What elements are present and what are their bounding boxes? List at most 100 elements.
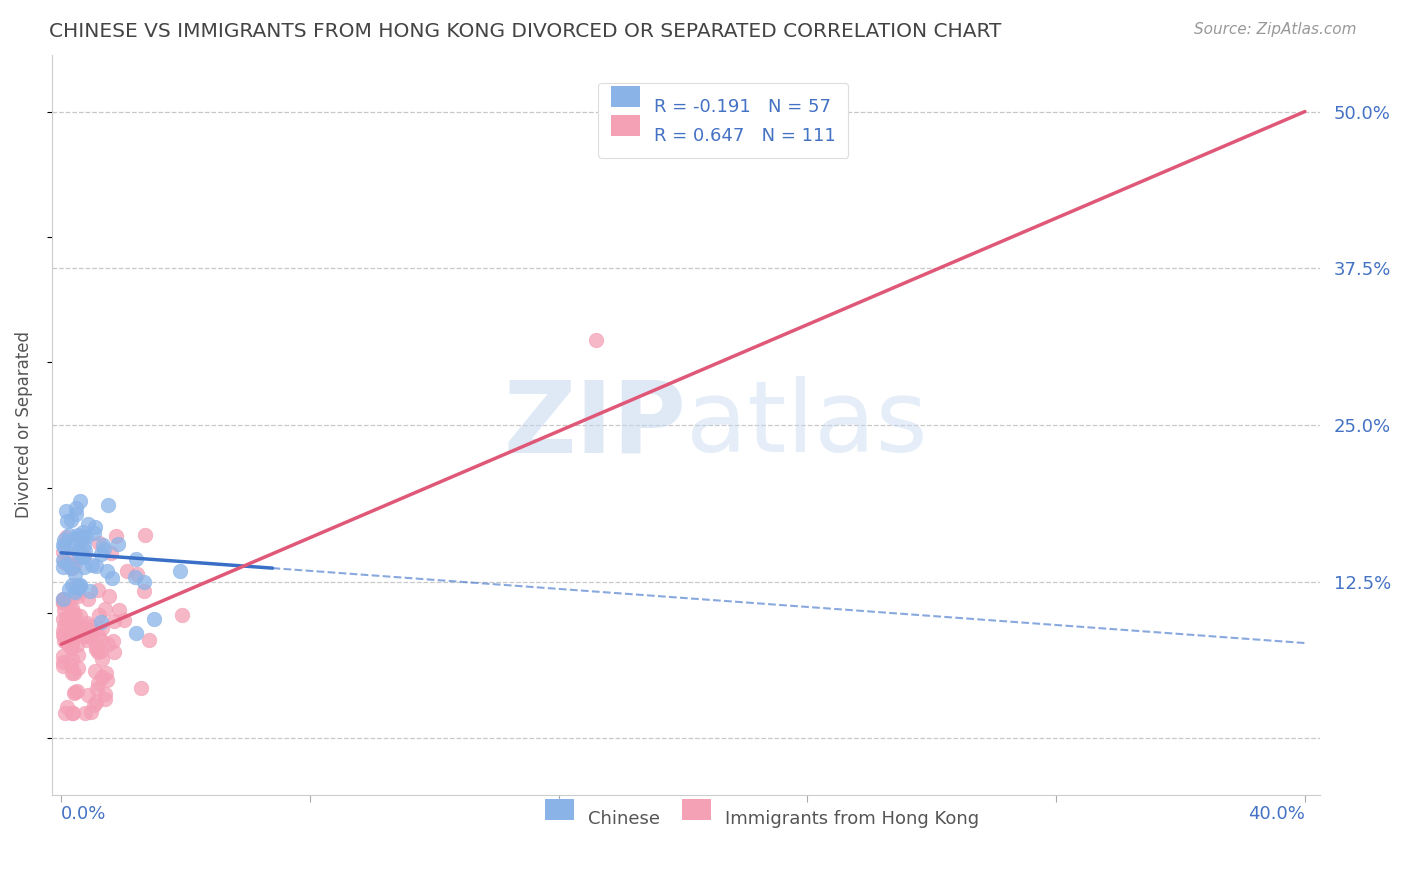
Point	[76, 615, 98, 630]
Point	[52, 592, 75, 607]
Point	[62, 601, 84, 615]
Point	[76, 516, 98, 531]
Point	[62, 607, 84, 622]
Point	[134, 575, 156, 590]
Point	[55, 628, 77, 642]
Point	[70, 550, 93, 565]
Text: ZIP: ZIP	[503, 376, 686, 474]
Point	[59, 640, 82, 655]
Point	[55, 504, 77, 518]
Point	[65, 567, 87, 582]
Point	[76, 688, 98, 702]
Point	[53, 603, 76, 617]
Point	[69, 577, 91, 591]
Point	[52, 595, 75, 609]
Point	[87, 535, 110, 549]
Point	[62, 558, 84, 573]
Point	[77, 592, 100, 607]
Point	[52, 544, 75, 558]
Point	[90, 632, 112, 647]
Point	[52, 596, 75, 610]
Point	[585, 333, 607, 347]
Point	[55, 594, 77, 608]
Point	[134, 583, 156, 598]
Point	[76, 623, 98, 637]
Point	[112, 613, 135, 627]
Legend: Chinese, Immigrants from Hong Kong: Chinese, Immigrants from Hong Kong	[537, 801, 987, 836]
Point	[79, 628, 101, 642]
Point	[62, 665, 84, 680]
Point	[91, 652, 114, 666]
Point	[94, 602, 117, 616]
Point	[76, 632, 98, 647]
Point	[65, 685, 87, 699]
Point	[60, 560, 83, 574]
Point	[66, 581, 89, 595]
Point	[52, 619, 75, 633]
Point	[58, 598, 80, 612]
Point	[65, 531, 87, 545]
Point	[56, 700, 79, 714]
Point	[129, 681, 152, 696]
Point	[58, 557, 80, 571]
Point	[62, 561, 84, 575]
Point	[169, 564, 191, 578]
Point	[103, 614, 125, 628]
Point	[97, 589, 120, 603]
Point	[97, 637, 120, 651]
Text: 0.0%: 0.0%	[60, 805, 107, 822]
Point	[69, 608, 91, 623]
Point	[62, 615, 84, 630]
Point	[115, 564, 138, 578]
Point	[79, 584, 101, 599]
Point	[103, 645, 125, 659]
Point	[94, 665, 117, 680]
Y-axis label: Divorced or Separated: Divorced or Separated	[15, 332, 32, 518]
Point	[52, 538, 75, 552]
Point	[94, 692, 117, 706]
Point	[65, 508, 87, 522]
Point	[63, 585, 86, 599]
Point	[96, 673, 118, 688]
Point	[52, 624, 75, 638]
Point	[124, 569, 146, 583]
Point	[52, 649, 75, 664]
Point	[86, 559, 108, 574]
Point	[83, 698, 105, 713]
Point	[82, 558, 104, 572]
Point	[77, 627, 100, 641]
Point	[96, 564, 118, 578]
Point	[56, 636, 79, 650]
Point	[67, 542, 90, 557]
Point	[97, 498, 120, 512]
Point	[87, 608, 110, 623]
Point	[60, 637, 83, 651]
Point	[52, 540, 75, 554]
Point	[90, 643, 112, 657]
Point	[84, 519, 107, 533]
Point	[73, 538, 96, 552]
Point	[134, 528, 156, 542]
Point	[65, 577, 87, 591]
Point	[60, 557, 83, 571]
Point	[83, 526, 105, 541]
Point	[62, 706, 84, 721]
Text: atlas: atlas	[686, 376, 928, 474]
Point	[87, 582, 110, 597]
Point	[94, 687, 117, 701]
Point	[79, 630, 101, 644]
Text: Source: ZipAtlas.com: Source: ZipAtlas.com	[1194, 22, 1357, 37]
Point	[87, 676, 110, 690]
Point	[104, 528, 127, 542]
Point	[90, 547, 112, 561]
Point	[63, 686, 86, 700]
Point	[52, 560, 75, 574]
Point	[72, 525, 94, 540]
Point	[55, 530, 77, 544]
Point	[60, 577, 83, 591]
Point	[52, 591, 75, 606]
Point	[170, 607, 193, 622]
Point	[60, 635, 83, 649]
Point	[72, 550, 94, 565]
Point	[52, 591, 75, 606]
